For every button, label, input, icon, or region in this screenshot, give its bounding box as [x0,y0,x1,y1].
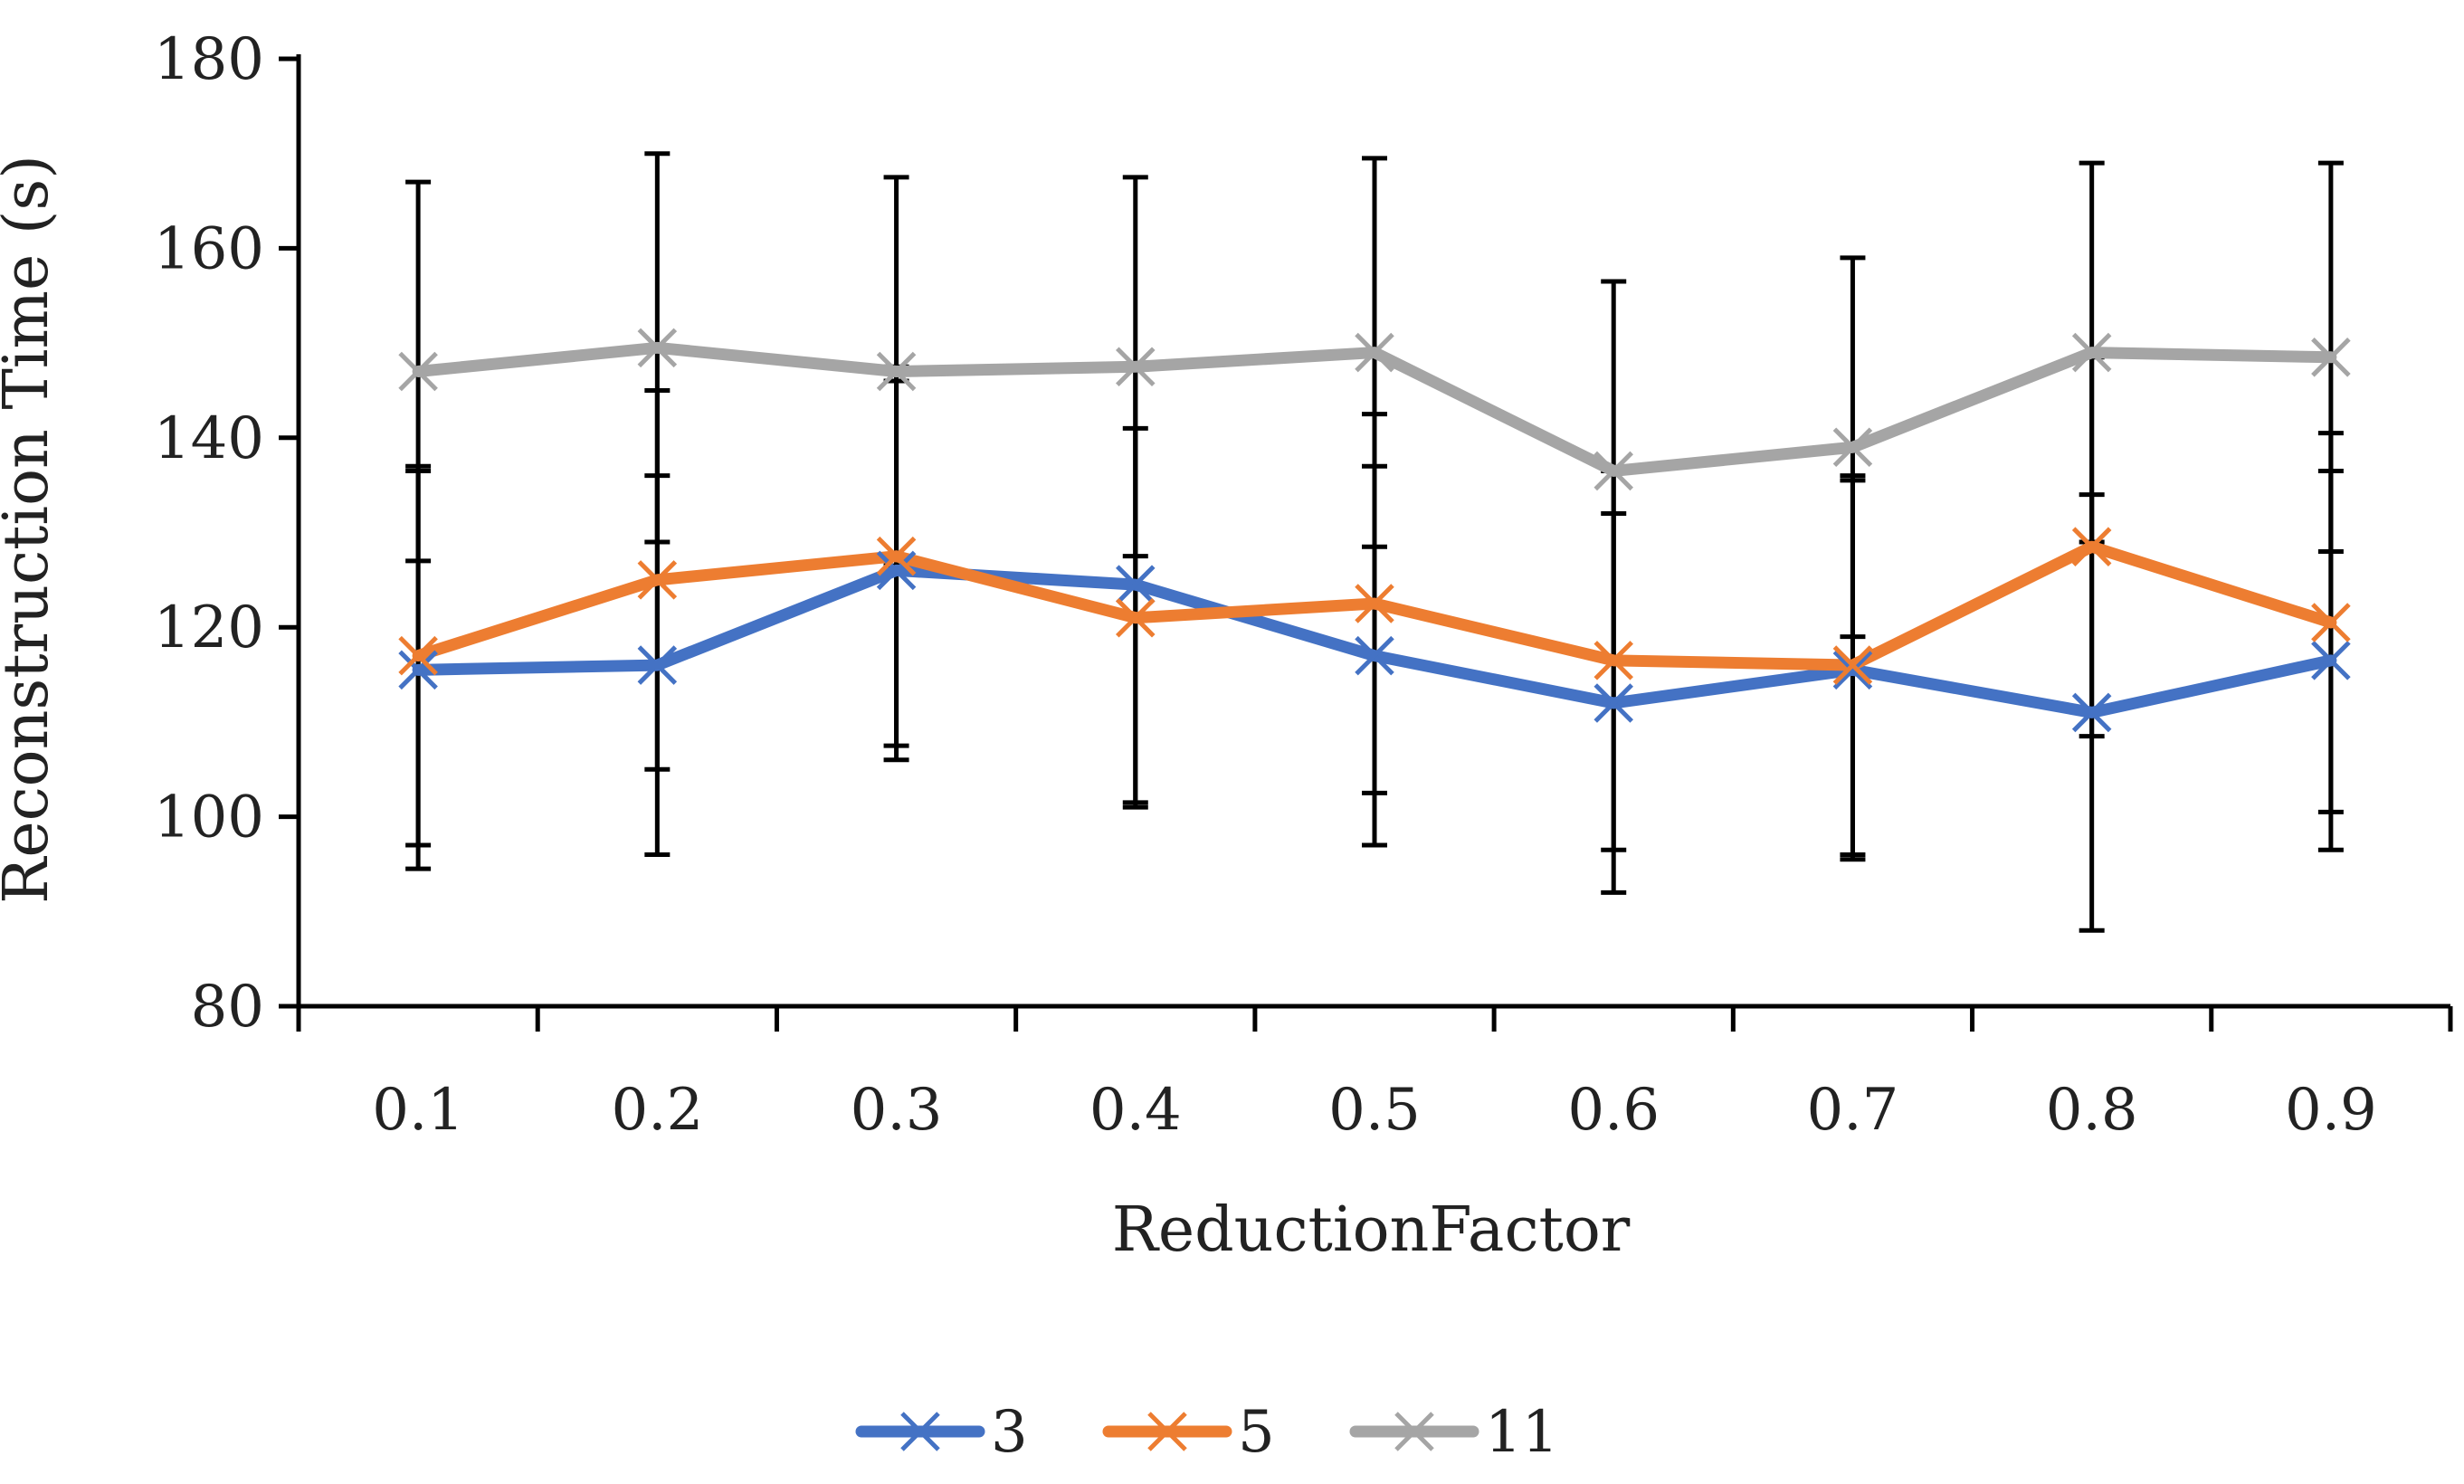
data-point-11 [876,351,917,392]
legend: 3 5 11 [855,1399,1558,1466]
x-tick-label: 0.4 [1089,1077,1182,1144]
x-tick-label: 0.7 [1807,1077,1899,1144]
data-point-3 [1355,635,1394,676]
data-point-11 [1116,347,1156,387]
legend-item-11: 11 [1349,1399,1558,1466]
data-point-11 [2311,338,2351,377]
error-bars [405,151,2344,933]
y-tick-label: 100 [154,785,264,851]
x-tick-label: 0.8 [2046,1077,2138,1144]
y-tick-label: 160 [154,215,264,282]
y-tick-label: 80 [191,974,264,1041]
axes: 80 100 120 140 160 180 0.1 0.2 0.3 0.4 0.5 0.6 0.7 0.… [154,26,2453,1144]
data-point-3 [1116,565,1156,604]
x-tick-label: 0.1 [372,1077,464,1144]
x-tick-label: 0.6 [1567,1077,1660,1144]
data-point-5 [1594,641,1633,680]
y-axis-title: Reconstruction Time (s) [0,155,62,904]
x-tick-label: 0.5 [1328,1077,1421,1144]
series-markers [398,328,2351,733]
data-point-5 [398,635,438,676]
legend-marker [1394,1412,1434,1451]
legend-item-5: 5 [1102,1399,1275,1466]
data-point-3 [2071,692,2112,733]
legend-marker [1147,1412,1187,1451]
x-tick-label: 0.3 [851,1077,943,1144]
data-point-3 [1594,683,1633,723]
data-point-5 [2071,527,2112,566]
data-point-3 [1832,650,1873,690]
data-point-5 [637,560,678,600]
data-point-11 [1594,451,1633,491]
legend-marker [900,1412,940,1451]
data-point-11 [1355,332,1394,373]
data-point-11 [2071,332,2112,373]
data-point-5 [2311,603,2351,642]
legend-label: 11 [1485,1399,1558,1466]
legend-label: 3 [991,1399,1028,1466]
y-tick-label: 180 [154,26,264,93]
data-point-11 [637,328,678,368]
data-point-3 [398,650,438,690]
data-point-5 [1832,645,1873,685]
x-tick-label: 0.9 [2285,1077,2377,1144]
data-point-3 [876,550,917,591]
legend-item-3: 3 [855,1399,1028,1466]
data-point-11 [1832,427,1873,468]
legend-label: 5 [1238,1399,1275,1466]
y-tick-label: 120 [154,595,264,661]
data-point-5 [876,536,917,576]
data-point-5 [1116,597,1156,638]
data-point-3 [637,645,678,685]
x-tick-label: 0.2 [611,1077,703,1144]
x-axis-title: ReductionFactor [1112,1194,1631,1266]
data-point-3 [2311,641,2351,680]
y-tick-label: 140 [154,405,264,472]
data-point-11 [398,351,438,392]
data-point-5 [1355,584,1394,623]
